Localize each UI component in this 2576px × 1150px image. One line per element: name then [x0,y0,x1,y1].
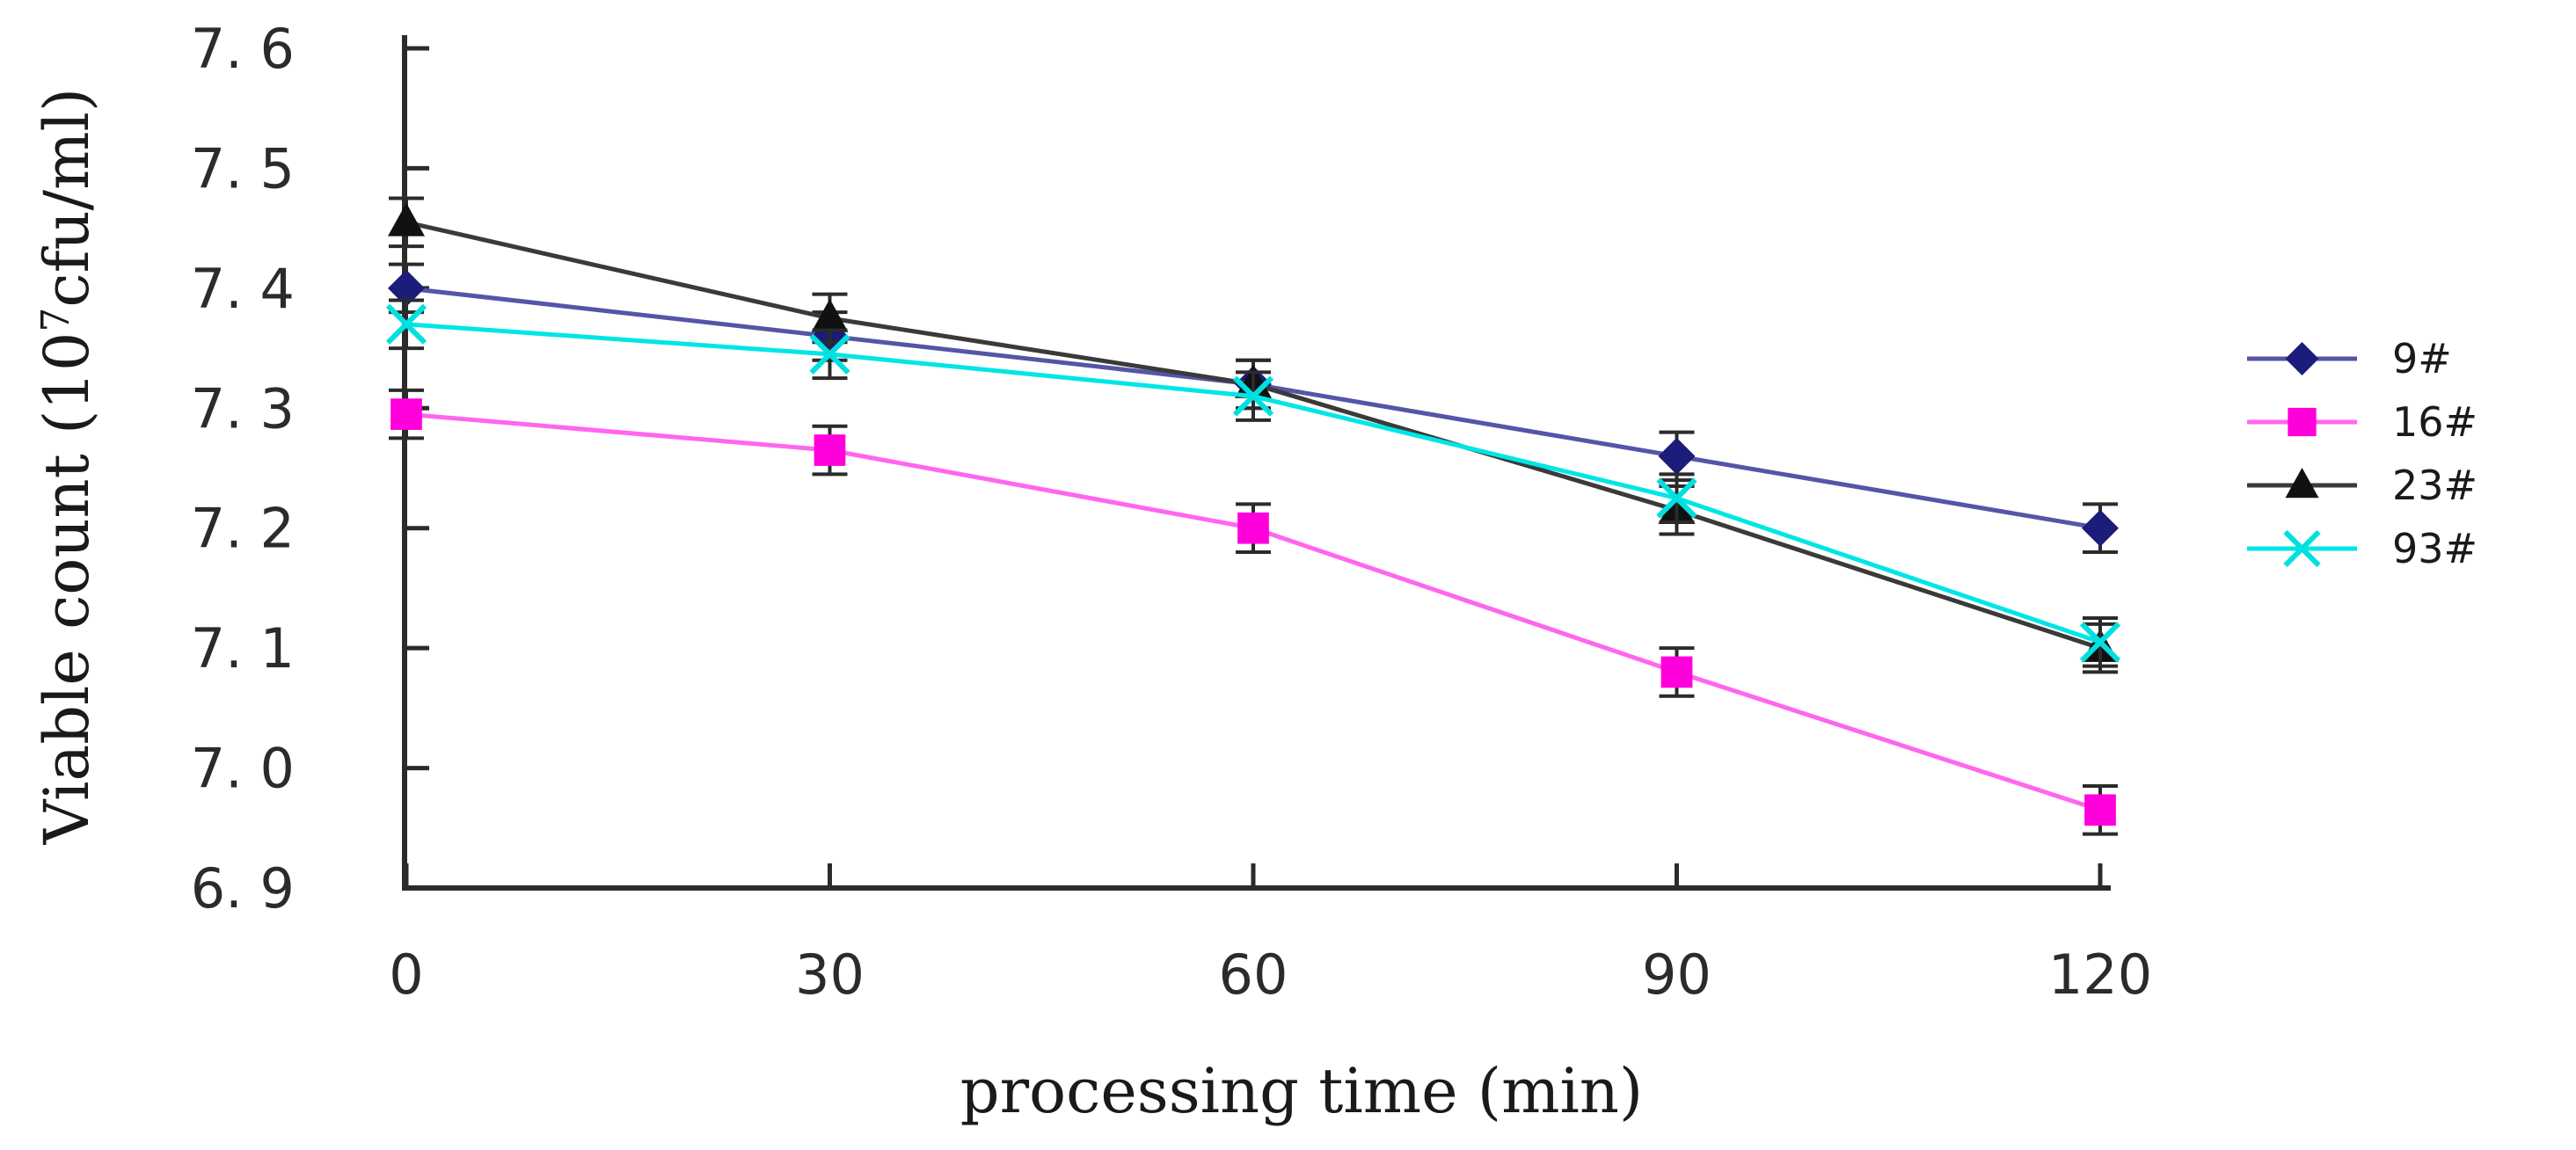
legend-marker [2285,342,2319,375]
y-axis-title: Viable count (107cfu/ml) [31,88,103,845]
y-tick-label: 7. 4 [191,257,295,321]
data-point [1237,512,1269,544]
x-tick-label: 90 [1642,943,1711,1007]
legend-item: 9# [2247,335,2452,382]
data-point [1658,437,1696,475]
legend-marker [2283,529,2321,568]
legend-label: 23# [2392,462,2477,509]
data-point [809,333,850,375]
y-tick-label: 6. 9 [191,856,295,921]
data-point [2082,509,2119,547]
marker-stroke [809,333,850,375]
x-axis-title: processing time (min) [960,1055,1643,1127]
data-point [811,298,849,332]
legend: 9# 16# 23# 93# [2247,335,2477,572]
marker-stroke [2079,622,2121,663]
series-2 [389,388,2118,836]
series [385,196,2121,836]
legend-item: 16# [2247,398,2477,446]
data-point [814,434,846,466]
axes [402,35,2111,891]
legend-item: 23# [2247,462,2477,509]
y-tick-label: 7. 1 [191,616,295,681]
legend-marker [2285,468,2319,499]
data-point [388,269,425,307]
x-tick-label: 0 [389,943,423,1007]
y-axis-title-suffix: cfu/ml) [31,88,103,308]
y-tick-label: 7. 5 [191,136,295,200]
series-4 [385,298,2121,668]
data-point [385,303,427,345]
y-axis-title-prefix: Viable count (10 [31,332,103,846]
data-point [2084,794,2116,826]
x-tick-label: 30 [795,943,865,1007]
marker-stroke [1232,375,1274,417]
x-tick-label: 60 [1219,943,1288,1007]
legend-item: 93# [2247,525,2477,572]
x-tick-label: 120 [2048,943,2152,1007]
data-point [1660,656,1693,688]
series-line [405,411,2101,812]
y-tick-label: 7. 3 [191,376,295,440]
marker-stroke [2283,529,2321,568]
data-point [390,398,422,430]
legend-label: 16# [2392,398,2477,446]
legend-marker [2288,407,2317,437]
y-tick-label: 7. 2 [191,497,295,561]
y-axis-title-superscript: 7 [33,308,78,332]
data-point [1656,477,1697,519]
marker-stroke [1656,477,1697,519]
y-tick-label: 7. 6 [191,17,295,81]
data-point [388,202,425,237]
legend-label: 93# [2392,525,2477,572]
y-tick-label: 7. 0 [191,737,295,801]
data-point [1232,375,1274,417]
data-point [2079,622,2121,663]
legend-label: 9# [2392,335,2452,382]
marker-stroke [385,303,427,345]
